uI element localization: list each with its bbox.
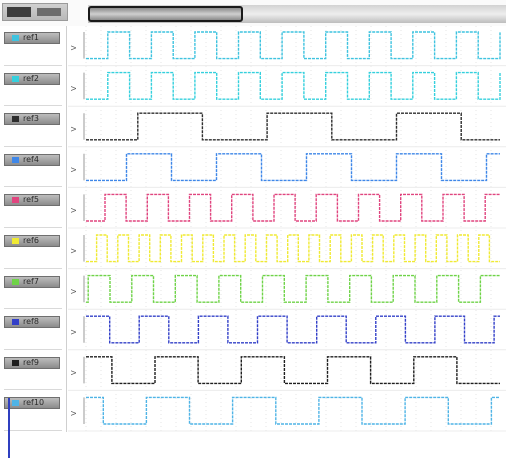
waveform-area[interactable]: V V V V V V V V V V [68, 26, 506, 432]
channel-label: ref1 [23, 33, 39, 42]
y-axis-unit-label: V [70, 411, 78, 416]
channel-row-divider [4, 146, 62, 147]
channel-label: ref8 [23, 317, 39, 326]
y-axis-unit-label: V [70, 289, 78, 294]
waveform-trace-4[interactable] [86, 153, 500, 182]
channel-header-control[interactable] [2, 3, 68, 21]
channel-button-6[interactable]: ref6 [4, 235, 60, 247]
channel-label: ref4 [23, 155, 39, 164]
channel-color-swatch [12, 279, 19, 285]
channel-color-swatch [12, 197, 19, 203]
channel-color-swatch [12, 157, 19, 163]
channel-row-divider [4, 349, 62, 350]
channel-button-5[interactable]: ref5 [4, 194, 60, 206]
channel-button-10[interactable]: ref10 [4, 397, 60, 409]
waveform-trace-2[interactable] [86, 71, 501, 100]
channel-row-divider [4, 65, 62, 66]
y-axis-unit-label: V [70, 208, 78, 213]
channel-list-divider [66, 26, 67, 432]
y-axis-unit-label: V [70, 86, 78, 91]
waveform-trace-6[interactable] [86, 234, 500, 263]
channel-label: ref6 [23, 236, 39, 245]
channel-button-3[interactable]: ref3 [4, 113, 60, 125]
y-axis-unit-label: V [70, 127, 78, 132]
y-axis-unit-label: V [70, 45, 78, 50]
channel-row-divider [4, 268, 62, 269]
y-axis-unit-label: V [70, 248, 78, 253]
channel-color-swatch [12, 116, 19, 122]
channel-list: ref1 ref2 ref3 ref4 ref5 ref6 ref7 ref8 ref9 ref1… [0, 26, 67, 458]
waveform-trace-10[interactable] [86, 396, 500, 425]
channel-button-8[interactable]: ref8 [4, 316, 60, 328]
channel-row-divider [4, 430, 62, 431]
waveform-canvas[interactable]: V V V V V V V V V V [68, 26, 506, 432]
selection-accent [8, 398, 10, 458]
channel-color-swatch [12, 400, 19, 406]
waveform-trace-3[interactable] [86, 112, 500, 141]
toolbar [0, 0, 506, 26]
channel-button-1[interactable]: ref1 [4, 32, 60, 44]
channel-button-9[interactable]: ref9 [4, 357, 60, 369]
channel-label: ref3 [23, 114, 39, 123]
channel-row-divider [4, 105, 62, 106]
y-axis-unit-label: V [70, 330, 78, 335]
channel-label: ref2 [23, 74, 39, 83]
channel-label: ref10 [23, 398, 45, 407]
time-scroll-thumb[interactable] [88, 6, 243, 22]
channel-row-divider [4, 308, 62, 309]
channel-color-swatch [12, 319, 19, 325]
y-axis-unit-label: V [70, 370, 78, 375]
channel-label: ref5 [23, 195, 39, 204]
channel-button-7[interactable]: ref7 [4, 276, 60, 288]
grid-lines [85, 26, 492, 432]
header-light-segment [37, 8, 61, 16]
waveform-trace-8[interactable] [86, 315, 500, 344]
channel-color-swatch [12, 360, 19, 366]
channel-button-2[interactable]: ref2 [4, 73, 60, 85]
channel-label: ref7 [23, 277, 39, 286]
channel-color-swatch [12, 35, 19, 41]
channel-label: ref9 [23, 358, 39, 367]
waveform-trace-9[interactable] [86, 356, 500, 385]
channel-row-divider [4, 227, 62, 228]
channel-row-divider [4, 186, 62, 187]
waveform-trace-1[interactable] [86, 31, 501, 60]
channel-row-divider [4, 389, 62, 390]
header-dark-segment [7, 7, 31, 17]
channel-color-swatch [12, 238, 19, 244]
y-axis-unit-label: V [70, 167, 78, 172]
channel-color-swatch [12, 76, 19, 82]
waveform-trace-7[interactable] [86, 274, 500, 303]
channel-button-4[interactable]: ref4 [4, 154, 60, 166]
waveform-trace-5[interactable] [86, 193, 500, 222]
